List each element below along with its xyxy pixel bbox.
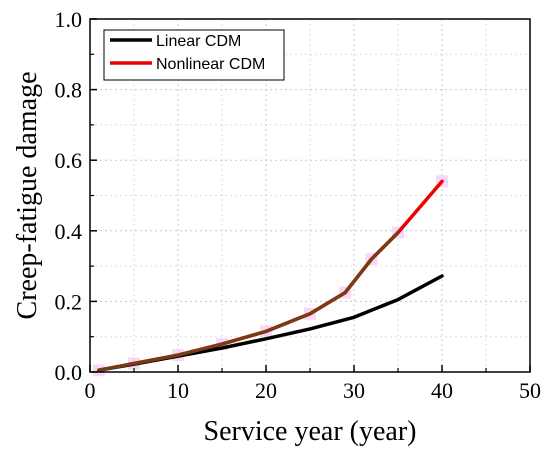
series-overlap-continuation	[343, 230, 400, 295]
series-overlap-segment	[97, 290, 347, 372]
x-tick-label: 0	[85, 378, 96, 403]
y-tick-label: 0.4	[55, 219, 83, 244]
y-tick-label: 0.2	[55, 289, 83, 314]
x-tick-label: 30	[343, 378, 365, 403]
series-line-linear-cdm	[97, 274, 444, 372]
series-line-nonlinear-cdm	[97, 179, 444, 372]
ticks-layer: 0 10 20 30 40 50 0.0 0.2 0.4 0.6 0.8 1.0	[55, 7, 542, 403]
y-tick-label: 0.8	[55, 78, 83, 103]
legend-label-nonlinear-cdm: Nonlinear CDM	[156, 56, 265, 73]
grid-layer	[90, 19, 530, 372]
x-tick-label: 40	[431, 378, 453, 403]
x-axis-title: Service year (year)	[204, 416, 417, 447]
legend: Linear CDM Nonlinear CDM	[103, 29, 285, 81]
series-layer	[92, 175, 448, 377]
y-tick-label: 0.0	[55, 360, 83, 385]
x-tick-label: 10	[167, 378, 189, 403]
y-axis-title: Creep-fatigue damage	[12, 72, 43, 320]
y-tick-label: 0.6	[55, 148, 83, 173]
legend-label-linear-cdm: Linear CDM	[156, 33, 241, 50]
x-tick-label: 20	[255, 378, 277, 403]
y-tick-label: 1.0	[55, 7, 83, 32]
x-tick-label: 50	[519, 378, 541, 403]
